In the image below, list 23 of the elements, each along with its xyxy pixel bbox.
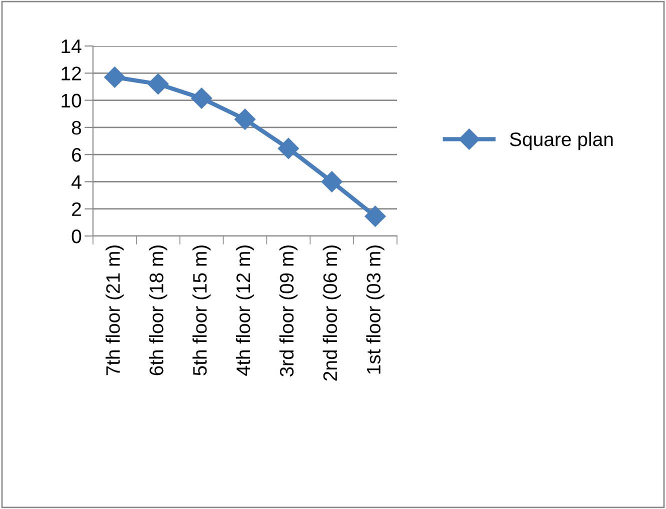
x-tick-label: 6th floor (18 m) xyxy=(149,246,168,376)
y-tick-label: 6 xyxy=(72,148,82,162)
x-tick-label: 5th floor (15 m) xyxy=(192,246,211,376)
x-tick-label: 4th floor (12 m) xyxy=(236,246,254,376)
x-tick-label: 2nd floor (06 m) xyxy=(322,246,341,381)
x-tick-label: 3rd floor (09 m) xyxy=(279,246,298,376)
point xyxy=(191,88,212,109)
y-tick-label: 2 xyxy=(72,202,81,216)
point xyxy=(234,108,256,130)
y-tick-label: 8 xyxy=(72,120,82,135)
legend-label: Square plan xyxy=(510,132,613,150)
point xyxy=(278,138,299,159)
y-tick-label: 10 xyxy=(62,94,82,108)
y-tick-label: 0 xyxy=(72,229,82,244)
y-tick-label: 14 xyxy=(62,40,82,54)
point xyxy=(321,171,342,192)
x-tick-label: 1st floor (03 m) xyxy=(366,246,384,374)
point xyxy=(364,206,386,227)
point xyxy=(148,73,169,95)
y-tick-label: 4 xyxy=(72,175,82,189)
point xyxy=(104,66,126,88)
x-tick-label: 7th floor (21 m) xyxy=(106,246,124,376)
y-tick-label: 12 xyxy=(62,66,81,80)
